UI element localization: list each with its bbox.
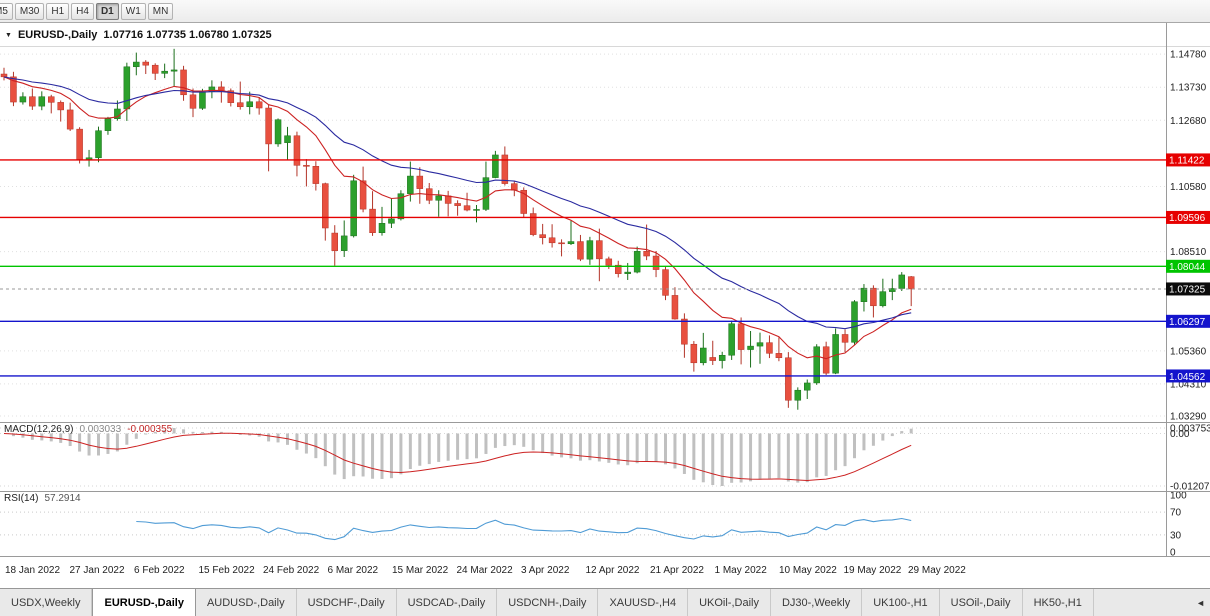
svg-text:18 Jan 2022: 18 Jan 2022: [5, 565, 60, 576]
svg-text:1.04310: 1.04310: [1170, 379, 1207, 390]
tab-dj30-weekly[interactable]: DJ30-,Weekly: [771, 589, 863, 616]
pane-separators: [0, 23, 1210, 557]
svg-text:1.08510: 1.08510: [1170, 247, 1207, 258]
moving-averages: [3, 76, 912, 360]
rsi-pane: 100 70 30 0: [0, 491, 1187, 559]
current-price-badge: [1166, 282, 1210, 296]
rsi-name: RSI(14): [4, 493, 39, 504]
tab-ukoil-daily[interactable]: UKOil-,Daily: [688, 589, 771, 616]
chart-tabbar: USDX,Weekly EURUSD-,Daily AUDUSD-,Daily USD…: [0, 588, 1210, 616]
svg-text:0: 0: [1170, 548, 1176, 559]
timeframe-button-mn[interactable]: MN: [147, 2, 174, 20]
svg-text:1.13730: 1.13730: [1170, 83, 1207, 94]
price-axis: 1.14780 1.13730 1.12680 1.10580 1.08510 1.053…: [1166, 50, 1210, 423]
svg-text:1.03290: 1.03290: [1170, 412, 1207, 423]
svg-text:0.003753: 0.003753: [1170, 424, 1210, 435]
svg-text:1.04562: 1.04562: [1169, 372, 1206, 383]
macd-indicator-label: MACD(12,26,9) 0.003033 -0.000355: [4, 424, 172, 435]
chart-dropdown-icon[interactable]: ▼: [5, 31, 12, 39]
macd-signal-value: -0.000355: [127, 424, 173, 435]
svg-text:21 Apr 2022: 21 Apr 2022: [650, 565, 704, 576]
svg-text:1 May 2022: 1 May 2022: [715, 565, 768, 576]
price-level-badge: [1166, 210, 1210, 224]
time-axis-labels: 18 Jan 2022 27 Jan 2022 6 Feb 2022 15 Feb 2…: [5, 565, 966, 576]
svg-text:10 May 2022: 10 May 2022: [779, 565, 837, 576]
horizontal-level-lines: [0, 159, 1166, 377]
svg-text:1.05360: 1.05360: [1170, 346, 1207, 357]
svg-text:-0.012075: -0.012075: [1170, 482, 1210, 493]
svg-text:6 Feb 2022: 6 Feb 2022: [134, 565, 185, 576]
tab-usdx-weekly[interactable]: USDX,Weekly: [0, 589, 93, 616]
price-level-badge: [1166, 153, 1210, 167]
tab-usoil-daily[interactable]: USOil-,Daily: [940, 589, 1023, 616]
rsi-indicator-label: RSI(14) 57.2914: [4, 493, 81, 504]
svg-text:0.00: 0.00: [1170, 429, 1190, 440]
price-level-badge: [1166, 259, 1210, 273]
svg-text:15 Mar 2022: 15 Mar 2022: [392, 565, 449, 576]
svg-text:30: 30: [1170, 530, 1182, 541]
svg-text:1.12680: 1.12680: [1170, 116, 1207, 127]
tab-xauusd-h4[interactable]: XAUUSD-,H4: [598, 589, 689, 616]
tab-audusd-daily[interactable]: AUDUSD-,Daily: [196, 589, 297, 616]
svg-text:3 Apr 2022: 3 Apr 2022: [521, 565, 570, 576]
svg-text:6 Mar 2022: 6 Mar 2022: [328, 565, 379, 576]
timeframe-button-d1[interactable]: D1: [95, 2, 119, 20]
timeframe-button-w1[interactable]: W1: [120, 2, 146, 20]
tab-usdcad-daily[interactable]: USDCAD-,Daily: [397, 589, 498, 616]
chart-title: ▼ EURUSD-,Daily 1.07716 1.07735 1.06780 …: [5, 29, 272, 41]
svg-text:1.14780: 1.14780: [1170, 50, 1207, 61]
timeframe-button-m5[interactable]: M5: [0, 2, 13, 20]
timeframe-button-h1[interactable]: H1: [46, 2, 70, 20]
svg-text:12 Apr 2022: 12 Apr 2022: [586, 565, 640, 576]
macd-name: MACD(12,26,9): [4, 424, 74, 435]
tab-eurusd-daily[interactable]: EURUSD-,Daily: [92, 589, 196, 616]
timeframe-button-m30[interactable]: M30: [14, 2, 45, 20]
chart-symbol-period: EURUSD-,Daily: [17, 29, 98, 41]
svg-text:100: 100: [1170, 491, 1187, 502]
timeframe-toolbar: M5M30H1H4D1W1MN: [0, 0, 1210, 23]
svg-text:15 Feb 2022: 15 Feb 2022: [199, 565, 256, 576]
svg-text:1.08044: 1.08044: [1169, 262, 1206, 273]
svg-text:1.09596: 1.09596: [1169, 213, 1206, 224]
svg-text:24 Feb 2022: 24 Feb 2022: [263, 565, 320, 576]
chart-ohlc-values: 1.07716 1.07735 1.06780 1.07325: [103, 29, 272, 41]
svg-text:1.10580: 1.10580: [1170, 182, 1207, 193]
svg-text:27 Jan 2022: 27 Jan 2022: [70, 565, 125, 576]
tab-usdcnh-daily[interactable]: USDCNH-,Daily: [497, 589, 599, 616]
svg-text:19 May 2022: 19 May 2022: [844, 565, 902, 576]
svg-text:70: 70: [1170, 508, 1182, 519]
price-level-badge: [1166, 369, 1210, 383]
timeframe-button-h4[interactable]: H4: [71, 2, 94, 20]
tab-hk50-h1[interactable]: HK50-,H1: [1023, 589, 1094, 616]
tab-uk100-h1[interactable]: UK100-,H1: [862, 589, 940, 616]
svg-text:1.07325: 1.07325: [1169, 285, 1206, 296]
tab-scroll-left-icon[interactable]: ◄: [1194, 598, 1207, 608]
tab-usdchf-daily[interactable]: USDCHF-,Daily: [297, 589, 397, 616]
svg-text:1.11422: 1.11422: [1169, 156, 1205, 167]
macd-main-value: 0.003033: [79, 424, 122, 435]
rsi-value: 57.2914: [44, 493, 81, 504]
svg-text:1.06297: 1.06297: [1169, 317, 1206, 328]
price-level-badge: [1166, 314, 1210, 328]
svg-text:29 May 2022: 29 May 2022: [908, 565, 966, 576]
svg-text:24 Mar 2022: 24 Mar 2022: [457, 565, 514, 576]
